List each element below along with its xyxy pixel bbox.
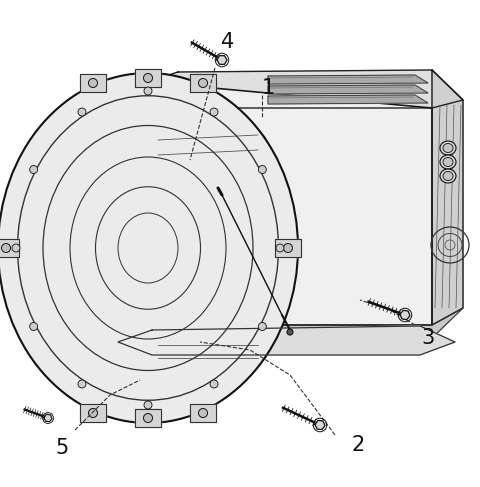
- Polygon shape: [135, 409, 161, 427]
- Text: 1: 1: [262, 78, 275, 98]
- Ellipse shape: [440, 169, 456, 183]
- Circle shape: [88, 78, 97, 88]
- Circle shape: [1, 244, 11, 252]
- Polygon shape: [147, 70, 463, 108]
- Circle shape: [144, 413, 153, 423]
- Polygon shape: [315, 420, 325, 430]
- Polygon shape: [118, 326, 455, 355]
- Polygon shape: [400, 310, 410, 319]
- Circle shape: [78, 108, 86, 116]
- Polygon shape: [268, 75, 428, 84]
- Circle shape: [30, 322, 38, 331]
- Polygon shape: [135, 69, 161, 87]
- Polygon shape: [80, 404, 106, 422]
- Ellipse shape: [443, 171, 453, 181]
- Polygon shape: [80, 74, 106, 92]
- Polygon shape: [148, 112, 265, 372]
- Polygon shape: [275, 239, 301, 257]
- Circle shape: [287, 329, 293, 335]
- Circle shape: [284, 244, 292, 252]
- Polygon shape: [147, 82, 432, 325]
- Circle shape: [88, 409, 97, 417]
- Circle shape: [276, 244, 284, 252]
- Polygon shape: [190, 74, 216, 92]
- Ellipse shape: [443, 144, 453, 152]
- Polygon shape: [268, 85, 428, 94]
- Ellipse shape: [440, 141, 456, 155]
- Circle shape: [30, 166, 38, 173]
- Polygon shape: [0, 239, 19, 257]
- Text: 3: 3: [421, 328, 434, 348]
- Polygon shape: [147, 308, 463, 338]
- Circle shape: [144, 401, 152, 409]
- Polygon shape: [217, 56, 227, 64]
- Text: 5: 5: [55, 438, 69, 458]
- Circle shape: [210, 108, 218, 116]
- Text: 2: 2: [351, 435, 365, 455]
- Circle shape: [78, 380, 86, 388]
- Circle shape: [199, 409, 207, 417]
- Ellipse shape: [443, 157, 453, 167]
- Ellipse shape: [440, 155, 456, 169]
- Circle shape: [258, 322, 266, 331]
- Circle shape: [12, 244, 20, 252]
- Circle shape: [210, 380, 218, 388]
- Ellipse shape: [0, 73, 298, 423]
- Polygon shape: [44, 414, 52, 422]
- Text: 4: 4: [221, 32, 235, 52]
- Circle shape: [144, 74, 153, 82]
- Polygon shape: [190, 404, 216, 422]
- Polygon shape: [432, 70, 463, 325]
- Circle shape: [258, 166, 266, 173]
- Circle shape: [199, 78, 207, 88]
- Polygon shape: [268, 95, 428, 104]
- Circle shape: [144, 87, 152, 95]
